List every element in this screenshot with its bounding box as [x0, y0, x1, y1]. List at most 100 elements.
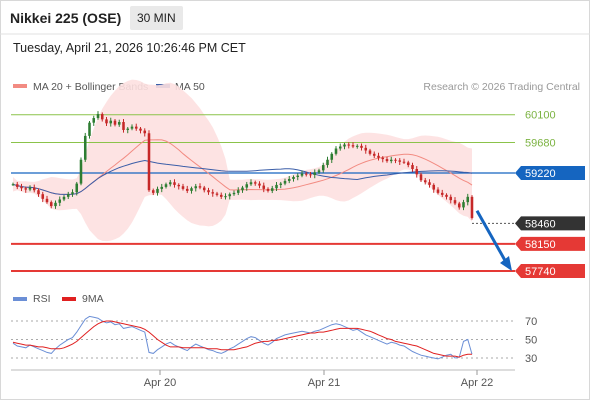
rsi-line — [12, 315, 473, 360]
candle-body — [88, 122, 91, 136]
rsi-legend-swatch — [13, 297, 27, 301]
candle-body — [347, 144, 351, 146]
candle-body — [113, 120, 117, 125]
ma9-legend-swatch — [62, 297, 76, 301]
candle-body — [381, 157, 385, 160]
candle-body — [232, 192, 236, 195]
candle-body — [470, 196, 474, 219]
level-lines — [11, 114, 515, 272]
candle-body — [79, 159, 83, 184]
candle-body — [241, 187, 244, 191]
candle-body — [449, 196, 453, 201]
candle-body — [287, 178, 291, 181]
candle-body — [372, 153, 376, 156]
candle-body — [334, 148, 338, 154]
candle-body — [338, 146, 342, 149]
candle-body — [130, 126, 134, 129]
candle-body — [122, 122, 125, 130]
x-tick-label-0: Apr 20 — [144, 377, 176, 389]
candle-body — [317, 170, 321, 173]
candle-body — [275, 184, 278, 189]
candle-body — [15, 184, 19, 187]
candle-body — [177, 184, 181, 187]
candle-body — [66, 194, 70, 197]
level-labels: 60100 59680 59220 58460 58150 57740 — [515, 110, 585, 278]
candle-body — [134, 126, 138, 129]
level-label-58150: 58150 — [525, 239, 556, 251]
forecast-arrow-head — [500, 256, 512, 271]
candle-body — [100, 114, 104, 120]
interval-button[interactable]: 30 MIN — [130, 6, 183, 30]
candle-body — [160, 186, 164, 189]
candle-body — [62, 196, 66, 200]
rsi-tick-70: 70 — [525, 316, 537, 328]
candle-body — [126, 128, 130, 130]
candle-body — [377, 155, 380, 158]
candle-body — [71, 192, 74, 195]
candle-body — [20, 186, 23, 189]
candle-body — [364, 147, 368, 151]
candle-body — [143, 130, 147, 134]
candle-body — [190, 188, 193, 191]
candle-body — [236, 190, 240, 193]
candle-body — [296, 175, 300, 177]
candle-body — [436, 189, 440, 193]
candle-body — [202, 187, 206, 191]
candle-body — [164, 184, 168, 187]
ma20-legend-swatch — [13, 84, 27, 88]
candle-body — [156, 188, 159, 193]
candle-body — [207, 190, 210, 193]
candle-body — [266, 188, 270, 191]
candle-body — [355, 145, 359, 147]
candle-body — [105, 119, 108, 124]
candle-body — [283, 180, 287, 184]
level-label-59220: 59220 — [525, 168, 556, 180]
candle-body — [419, 174, 423, 181]
candle-body — [385, 159, 389, 162]
x-tick-label-2: Apr 22 — [461, 377, 493, 389]
candle-body — [249, 182, 253, 185]
candle-body — [92, 118, 96, 123]
watermark: Research © 2026 Trading Central — [423, 81, 580, 93]
candle-body — [253, 182, 257, 184]
candle-body — [185, 188, 189, 191]
candle-body — [351, 145, 355, 147]
forecast-arrow — [475, 210, 512, 271]
candle-body — [440, 192, 444, 195]
candle-body — [45, 198, 49, 203]
candle-body — [343, 144, 346, 147]
candle-body — [428, 182, 431, 185]
ma50-line — [12, 159, 473, 195]
candle-body — [37, 190, 40, 195]
candle-body — [211, 192, 215, 194]
candle-body — [41, 194, 45, 199]
candle-body — [432, 184, 436, 190]
candle-body — [11, 184, 15, 186]
candle-body — [415, 169, 419, 175]
level-label-57740: 57740 — [525, 266, 556, 278]
rsi-panel: 70 50 30 — [11, 315, 537, 365]
candle-body — [411, 165, 414, 170]
candle-body — [330, 153, 334, 160]
candle-body — [453, 200, 457, 204]
candle-body — [173, 182, 176, 185]
candle-body — [215, 193, 219, 195]
candle-body — [445, 194, 448, 197]
bollinger-fill — [13, 79, 472, 242]
candle-body — [54, 202, 57, 207]
x-tick-label-1: Apr 21 — [308, 377, 340, 389]
x-axis-ticks: Apr 20 Apr 21 Apr 22 — [144, 370, 493, 389]
level-label-60100: 60100 — [525, 110, 556, 122]
candle-body — [309, 174, 312, 176]
candle-body — [423, 180, 427, 183]
candle-body — [262, 185, 266, 189]
candle-body — [194, 186, 198, 189]
candle-body — [258, 183, 261, 186]
candle-body — [270, 188, 274, 191]
candle-body — [228, 194, 232, 197]
level-badge-58460 — [515, 216, 585, 231]
candle-body — [198, 186, 202, 188]
level-label-59680: 59680 — [525, 138, 556, 150]
candle-body — [151, 190, 155, 193]
